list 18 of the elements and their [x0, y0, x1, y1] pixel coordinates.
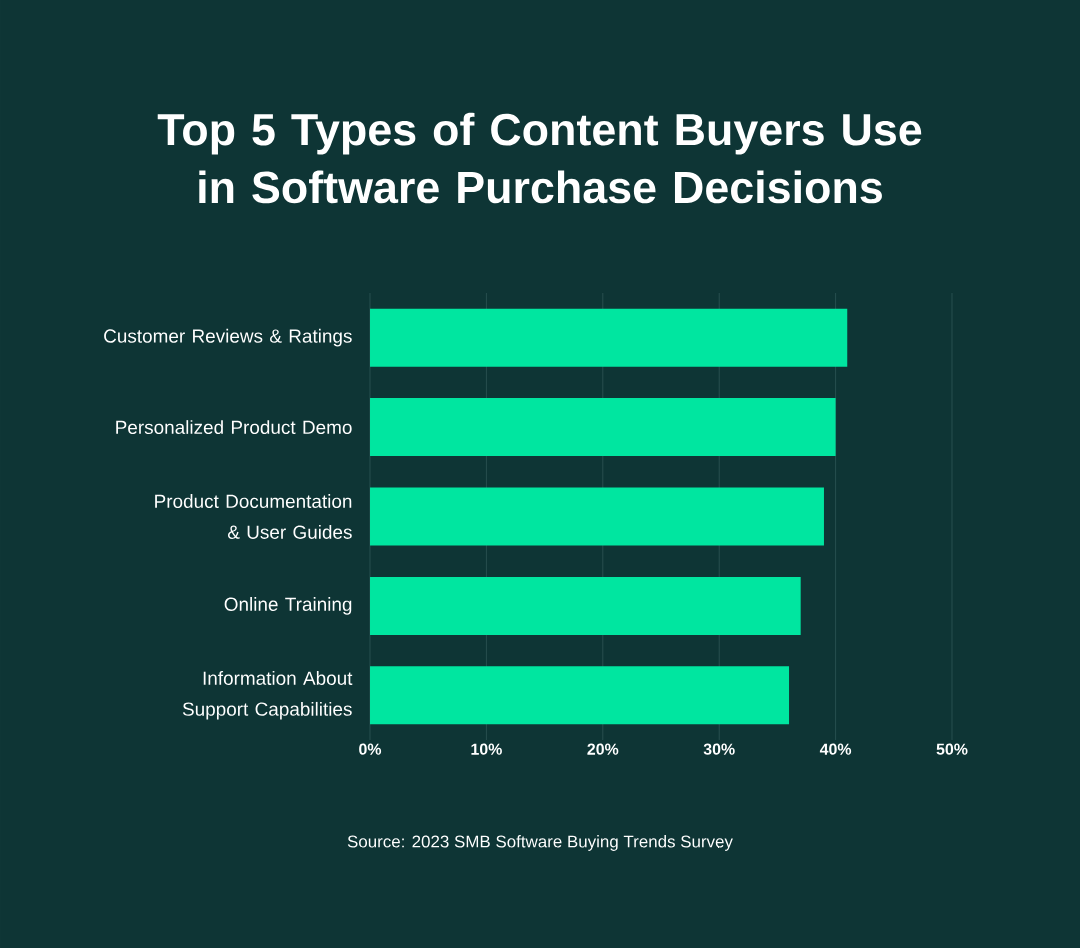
source-note: Source: 2023 SMB Software Buying Trends Survey — [347, 835, 733, 851]
x-tick-label: 20% — [587, 743, 619, 755]
y-tick-label: Customer Reviews & Ratings — [104, 328, 352, 347]
bar — [370, 487, 824, 546]
x-tick-label: 50% — [936, 743, 968, 755]
x-tick-label: 30% — [703, 743, 735, 755]
x-tick-label: 40% — [819, 743, 852, 755]
bar — [370, 666, 790, 725]
x-tick-label: 0% — [359, 743, 382, 755]
chart-title: Top 5 Types of Content Buyers Use in Software Purchase Decisions — [157, 112, 922, 204]
bar — [370, 398, 836, 457]
y-tick-label: Product Documentation & User Guides — [155, 494, 352, 539]
y-tick-label: Information About Support Capabilities — [182, 671, 353, 720]
y-tick-label: Online Training — [224, 597, 352, 615]
bar — [370, 576, 801, 635]
x-tick-label: 10% — [471, 743, 502, 755]
bar — [370, 308, 848, 367]
y-tick-label: Personalized Product Demo — [116, 420, 352, 435]
